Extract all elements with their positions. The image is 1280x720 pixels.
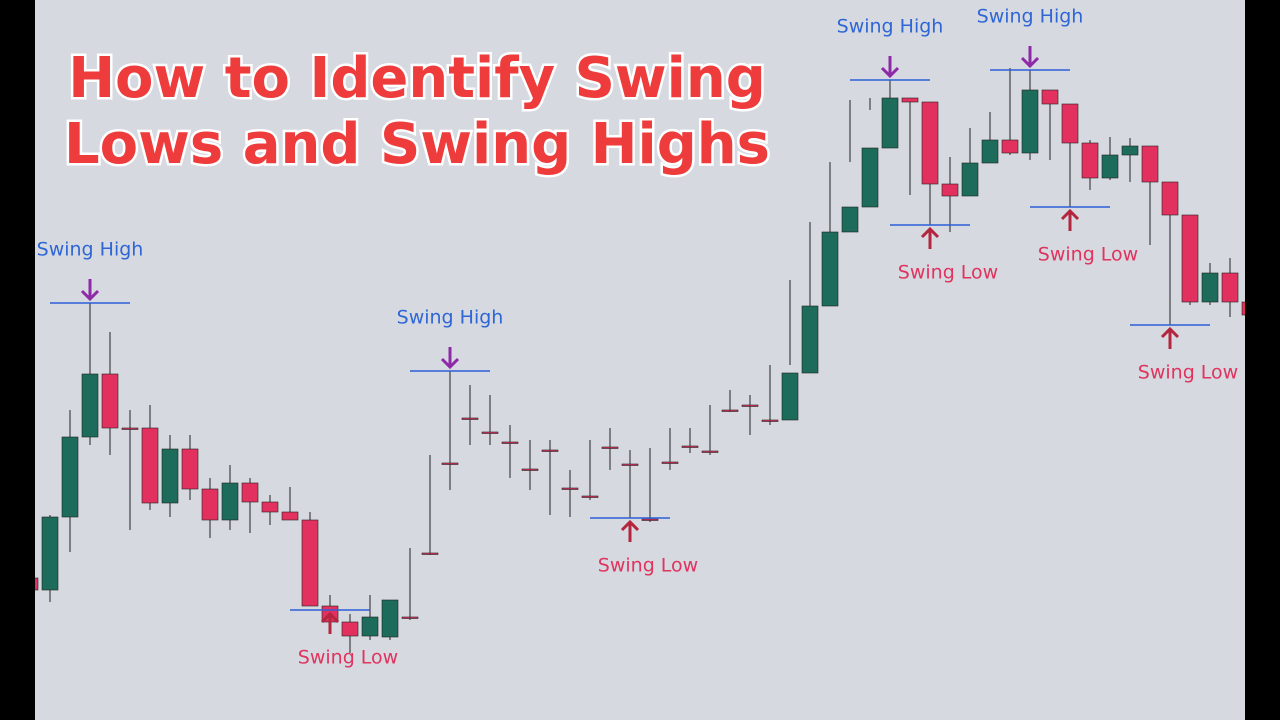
candle-body <box>481 431 499 434</box>
candle-body <box>101 373 119 429</box>
candle-body <box>641 518 659 521</box>
candle-body <box>461 417 479 420</box>
candle-body <box>181 448 199 490</box>
candle-body <box>1181 214 1199 303</box>
candle-body <box>501 441 519 444</box>
candle-body <box>601 446 619 449</box>
candle-body <box>901 97 919 103</box>
candle-body <box>301 519 319 607</box>
candle-body <box>821 231 839 307</box>
annotation: Swing Low <box>1038 244 1138 266</box>
candle-body <box>521 468 539 471</box>
annotation: Swing Low <box>598 555 698 577</box>
candle-body <box>1161 181 1179 216</box>
candle-body <box>781 372 799 421</box>
annotation: Swing Low <box>898 262 998 284</box>
candle-body <box>581 495 599 498</box>
candle-body <box>621 463 639 466</box>
candle-body <box>161 448 179 504</box>
annotation: Swing High <box>977 6 1084 28</box>
candle-body <box>261 501 279 513</box>
chart-title: Lows and Swing Highs <box>64 112 770 177</box>
annotation: Swing High <box>37 239 144 261</box>
candle-body <box>1221 272 1239 303</box>
candle-body <box>721 409 739 412</box>
arrow <box>320 611 340 634</box>
candle-body <box>1061 103 1079 144</box>
candle-body <box>1081 142 1099 179</box>
candle-body <box>961 162 979 197</box>
candle-body <box>241 482 259 503</box>
candle-body <box>941 183 959 197</box>
plot <box>35 68 1245 653</box>
candle-body <box>1141 145 1159 183</box>
candle-body <box>35 577 39 591</box>
candle-body <box>201 488 219 521</box>
annotation: Swing Low <box>298 647 398 669</box>
candle-body <box>1201 272 1219 303</box>
arrow <box>1060 208 1080 231</box>
chart-title: How to Identify Swing <box>68 46 766 111</box>
candle-body <box>281 511 299 521</box>
candle-body <box>761 419 779 422</box>
arrow <box>1020 46 1040 69</box>
candle-body <box>801 305 819 374</box>
annotation: Swing High <box>397 307 504 329</box>
arrow <box>440 347 460 370</box>
plot-area <box>35 0 1245 720</box>
candle-body <box>841 206 859 233</box>
candle-body <box>401 616 419 619</box>
candle-body <box>541 449 559 452</box>
candle-body <box>701 450 719 453</box>
candle-body <box>1121 145 1139 156</box>
candle-body <box>741 404 759 407</box>
candle-body <box>1101 154 1119 179</box>
candle-body <box>681 445 699 448</box>
candle-body <box>81 373 99 438</box>
candle-body <box>921 101 939 185</box>
candle-body <box>1001 139 1019 154</box>
arrow <box>880 56 900 79</box>
candle-body <box>61 436 79 518</box>
candle-body <box>561 487 579 490</box>
arrow <box>920 226 940 249</box>
candle-body <box>381 599 399 638</box>
candle-body <box>661 461 679 464</box>
candle-body <box>861 147 879 208</box>
annotation: Swing High <box>837 16 944 38</box>
candle-body <box>421 552 439 555</box>
candle-body <box>221 482 239 521</box>
annotation: Swing Low <box>1138 362 1238 384</box>
arrow <box>1160 326 1180 349</box>
arrow <box>80 279 100 302</box>
candle-body <box>141 427 159 504</box>
candle-body <box>1241 301 1245 316</box>
candle-body <box>341 621 359 637</box>
candle-body <box>981 139 999 164</box>
candle-body <box>1021 89 1039 154</box>
candle-body <box>121 427 139 430</box>
candle-body <box>881 97 899 149</box>
candle-body <box>41 516 59 591</box>
arrow <box>620 519 640 542</box>
candle-body <box>361 616 379 637</box>
candle-body <box>441 462 459 465</box>
candle-body <box>1041 89 1059 105</box>
